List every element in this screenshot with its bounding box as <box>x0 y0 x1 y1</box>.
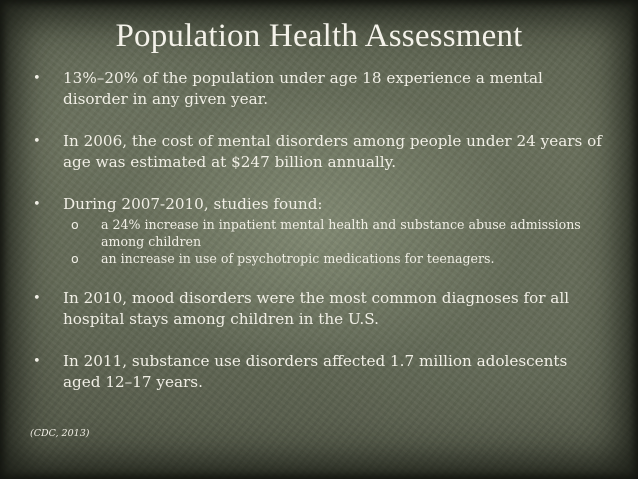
bullet-list: • 13%–20% of the population under age 18… <box>30 68 605 414</box>
bullet-item: • 13%–20% of the population under age 18… <box>30 68 605 110</box>
bullet-text: 13%–20% of the population under age 18 e… <box>63 69 543 108</box>
bullet-icon: • <box>33 71 41 86</box>
circle-bullet-icon: o <box>71 217 79 232</box>
bullet-text: During 2007-2010, studies found: <box>63 195 323 213</box>
bullet-item: • In 2006, the cost of mental disorders … <box>30 131 605 173</box>
circle-bullet-icon: o <box>71 251 79 266</box>
sub-item-text: an increase in use of psychotropic medic… <box>101 251 495 266</box>
bullet-icon: • <box>33 197 41 212</box>
bullet-icon: • <box>33 354 41 369</box>
bullet-item: • In 2011, substance use disorders affec… <box>30 351 605 393</box>
sub-item-text: a 24% increase in inpatient mental healt… <box>101 217 581 249</box>
bullet-text: In 2011, substance use disorders affecte… <box>63 352 568 391</box>
bullet-item: • During 2007-2010, studies found: o a 2… <box>30 194 605 267</box>
bullet-item: • In 2010, mood disorders were the most … <box>30 288 605 330</box>
sub-item: o a 24% increase in inpatient mental hea… <box>71 216 605 250</box>
bullet-icon: • <box>33 291 41 306</box>
sub-list: o a 24% increase in inpatient mental hea… <box>63 216 605 267</box>
slide-title: Population Health Assessment <box>115 18 523 54</box>
bullet-icon: • <box>33 134 41 149</box>
bullet-text: In 2006, the cost of mental disorders am… <box>63 132 602 171</box>
bullet-text: In 2010, mood disorders were the most co… <box>63 289 570 328</box>
sub-item: o an increase in use of psychotropic med… <box>71 250 605 267</box>
citation: (CDC, 2013) <box>30 428 90 439</box>
